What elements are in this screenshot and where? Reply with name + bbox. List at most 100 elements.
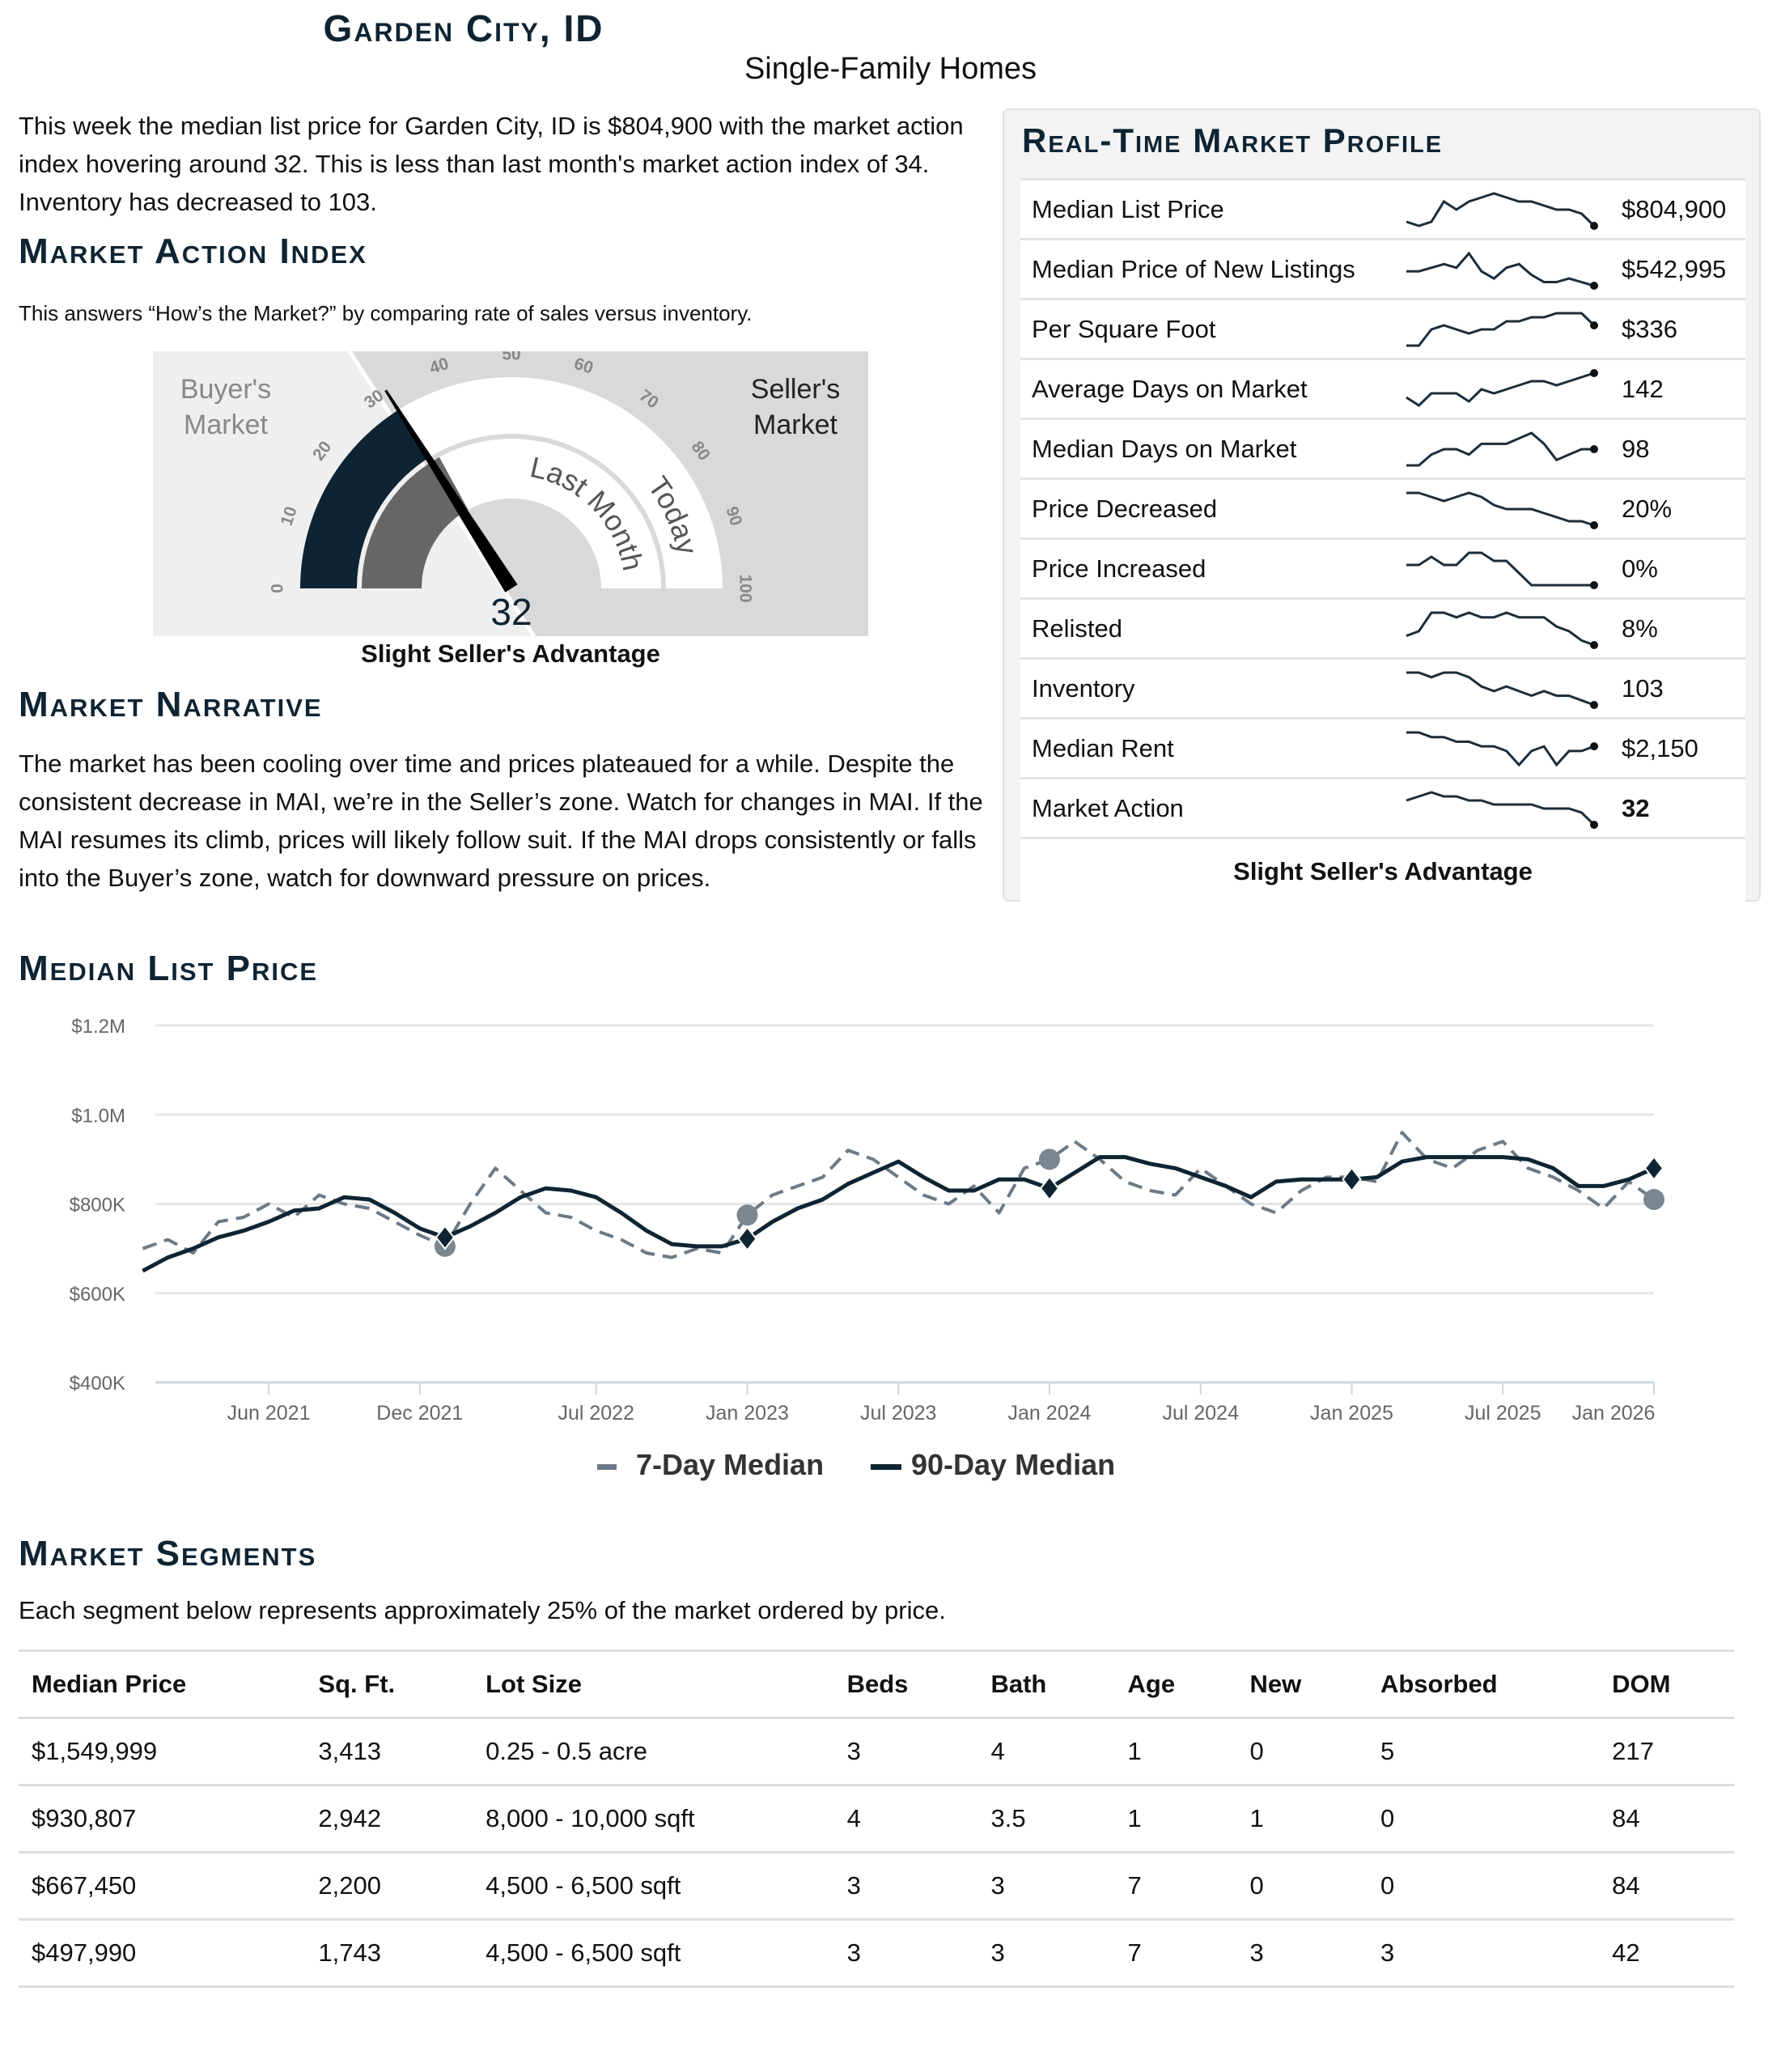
profile-row-value: $542,995 bbox=[1622, 255, 1727, 283]
panel-title: Real-Time Market Profile bbox=[1022, 121, 1444, 159]
sellers-market-label: Seller's bbox=[751, 374, 840, 405]
page-subtitle: Single-Family Homes bbox=[744, 52, 1037, 86]
sparkline-end-dot bbox=[1590, 321, 1598, 329]
gauge-tick-label: 0 bbox=[269, 584, 287, 593]
profile-row-value: 98 bbox=[1622, 435, 1650, 463]
table-cell: 8,000 - 10,000 sqft bbox=[473, 1785, 834, 1853]
table-cell: 84 bbox=[1599, 1852, 1734, 1921]
today-remaining-arc bbox=[398, 377, 723, 588]
sparkline-end-dot bbox=[1590, 282, 1598, 290]
x-tick-label: Dec 2021 bbox=[376, 1402, 463, 1424]
market-narrative-heading: Market Narrative bbox=[19, 685, 323, 724]
table-cell: 84 bbox=[1599, 1785, 1734, 1853]
sparkline-line bbox=[1406, 372, 1595, 407]
y-tick-label: $1.2M bbox=[71, 1016, 125, 1038]
profile-row: Median Price of New Listings $542,995 bbox=[1020, 238, 1745, 298]
profile-row-label: Market Action bbox=[1032, 794, 1184, 822]
table-cell: $667,450 bbox=[19, 1852, 306, 1921]
sparkline bbox=[1406, 731, 1598, 767]
table-cell: $1,549,999 bbox=[19, 1717, 306, 1786]
panel-caption: Slight Seller's Advantage bbox=[1020, 837, 1745, 911]
profile-row: Price Decreased 20% bbox=[1020, 478, 1745, 537]
profile-row-value: $804,900 bbox=[1622, 195, 1727, 223]
buyers-market-label: Market bbox=[184, 410, 268, 440]
median-list-price-heading: Median List Price bbox=[19, 949, 319, 988]
sparkline-line bbox=[1406, 671, 1595, 707]
sparkline-end-dot bbox=[1590, 445, 1598, 453]
last-month-remaining-arc bbox=[439, 439, 661, 588]
sparkline-end-dot bbox=[1590, 581, 1598, 589]
table-cell: 3.5 bbox=[977, 1785, 1115, 1853]
legend-90-day-label[interactable]: 90-Day Median bbox=[911, 1448, 1115, 1481]
gauge-tick-label: 50 bbox=[502, 351, 520, 364]
table-cell: 0 bbox=[1236, 1852, 1368, 1921]
legend-7-day-swatch bbox=[597, 1464, 617, 1470]
profile-rows: Median List Price $804,900 Median Price of… bbox=[1020, 178, 1745, 911]
market-action-index-heading: Market Action Index bbox=[19, 231, 367, 271]
table-cell: 2,942 bbox=[305, 1785, 473, 1853]
x-tick-label: Jan 2023 bbox=[706, 1402, 789, 1424]
7-day-marker bbox=[736, 1204, 758, 1226]
market-segments-heading: Market Segments bbox=[19, 1534, 317, 1573]
90-day-marker bbox=[1643, 1155, 1664, 1182]
sparkline bbox=[1406, 192, 1598, 230]
90-day-marker bbox=[737, 1225, 757, 1252]
sparkline-line bbox=[1406, 491, 1595, 527]
profile-row: Per Square Foot $336 bbox=[1020, 298, 1745, 358]
sparkline-line bbox=[1406, 611, 1595, 647]
profile-row: Inventory 103 bbox=[1020, 657, 1745, 717]
table-cell: 4,500 - 6,500 sqft bbox=[473, 1852, 834, 1921]
column-header: Sq. Ft. bbox=[305, 1650, 473, 1719]
table-cell: $497,990 bbox=[19, 1919, 306, 1988]
market-narrative-text: The market has been cooling over time an… bbox=[19, 749, 983, 892]
y-tick-label: $600K bbox=[70, 1284, 125, 1306]
column-header: Age bbox=[1114, 1650, 1237, 1719]
profile-row-value: 103 bbox=[1622, 674, 1664, 703]
gauge-tick-label: 100 bbox=[736, 574, 754, 602]
table-cell: 0.25 - 0.5 acre bbox=[473, 1717, 834, 1786]
table-row: $1,549,999 3,413 0.25 - 0.5 acre 3 4 1 0 5 217 bbox=[19, 1717, 1734, 1786]
sparkline bbox=[1406, 251, 1598, 290]
sparkline-line bbox=[1406, 312, 1596, 347]
x-tick-label: Jan 2026 bbox=[1572, 1402, 1656, 1424]
sparkline bbox=[1406, 671, 1598, 709]
sparkline-end-dot bbox=[1590, 821, 1598, 829]
sparkline bbox=[1406, 611, 1598, 649]
sparkline-line bbox=[1406, 192, 1596, 227]
sellers-market-label: Market bbox=[753, 410, 837, 440]
profile-row: Median Days on Market 98 bbox=[1020, 418, 1745, 478]
table-cell: 3 bbox=[977, 1919, 1115, 1988]
intro-paragraph: This week the median list price for Gard… bbox=[19, 112, 964, 216]
sparkline-end-dot bbox=[1590, 222, 1598, 230]
profile-row-label: Median List Price bbox=[1032, 195, 1224, 223]
x-tick-label: Jul 2022 bbox=[558, 1402, 634, 1424]
median-list-price-chart: $400K $600K $800K $1.0M $1.2M Jun 2021 Dec 202… bbox=[70, 1016, 1664, 1481]
column-header: Bath bbox=[977, 1650, 1115, 1719]
profile-row-label: Median Days on Market bbox=[1032, 435, 1297, 463]
table-cell: 1,743 bbox=[305, 1919, 473, 1988]
profile-row-value: $2,150 bbox=[1622, 734, 1698, 762]
today-value-arc bbox=[300, 410, 429, 588]
y-tick-label: $800K bbox=[70, 1195, 125, 1216]
table-cell: 3 bbox=[833, 1852, 978, 1921]
y-tick-label: $400K bbox=[70, 1373, 125, 1395]
table-cell: 3 bbox=[833, 1717, 978, 1786]
table-cell: 4 bbox=[977, 1717, 1115, 1786]
profile-row: Relisted 8% bbox=[1020, 597, 1745, 657]
sparkline-end-dot bbox=[1590, 742, 1598, 751]
table-row: $497,990 1,743 4,500 - 6,500 sqft 3 3 7 3 3 42 bbox=[19, 1919, 1734, 1988]
column-header: Median Price bbox=[19, 1650, 306, 1719]
90-day-marker bbox=[1039, 1175, 1060, 1201]
profile-row-label: Per Square Foot bbox=[1032, 315, 1216, 343]
legend-7-day-label[interactable]: 7-Day Median bbox=[636, 1448, 824, 1481]
column-header: Lot Size bbox=[473, 1650, 834, 1719]
profile-row-value: 142 bbox=[1622, 375, 1664, 403]
x-tick-label: Jan 2024 bbox=[1008, 1402, 1092, 1424]
table-cell: 42 bbox=[1599, 1919, 1734, 1988]
market-segments-table: Median Price Sq. Ft. Lot Size Beds Bath Age Ne… bbox=[19, 1650, 1734, 1988]
profile-row: Median Rent $2,150 bbox=[1020, 717, 1745, 777]
market-segments-description: Each segment below represents approximat… bbox=[19, 1596, 946, 1624]
profile-row-value: $336 bbox=[1622, 315, 1677, 343]
sparkline bbox=[1406, 791, 1598, 829]
